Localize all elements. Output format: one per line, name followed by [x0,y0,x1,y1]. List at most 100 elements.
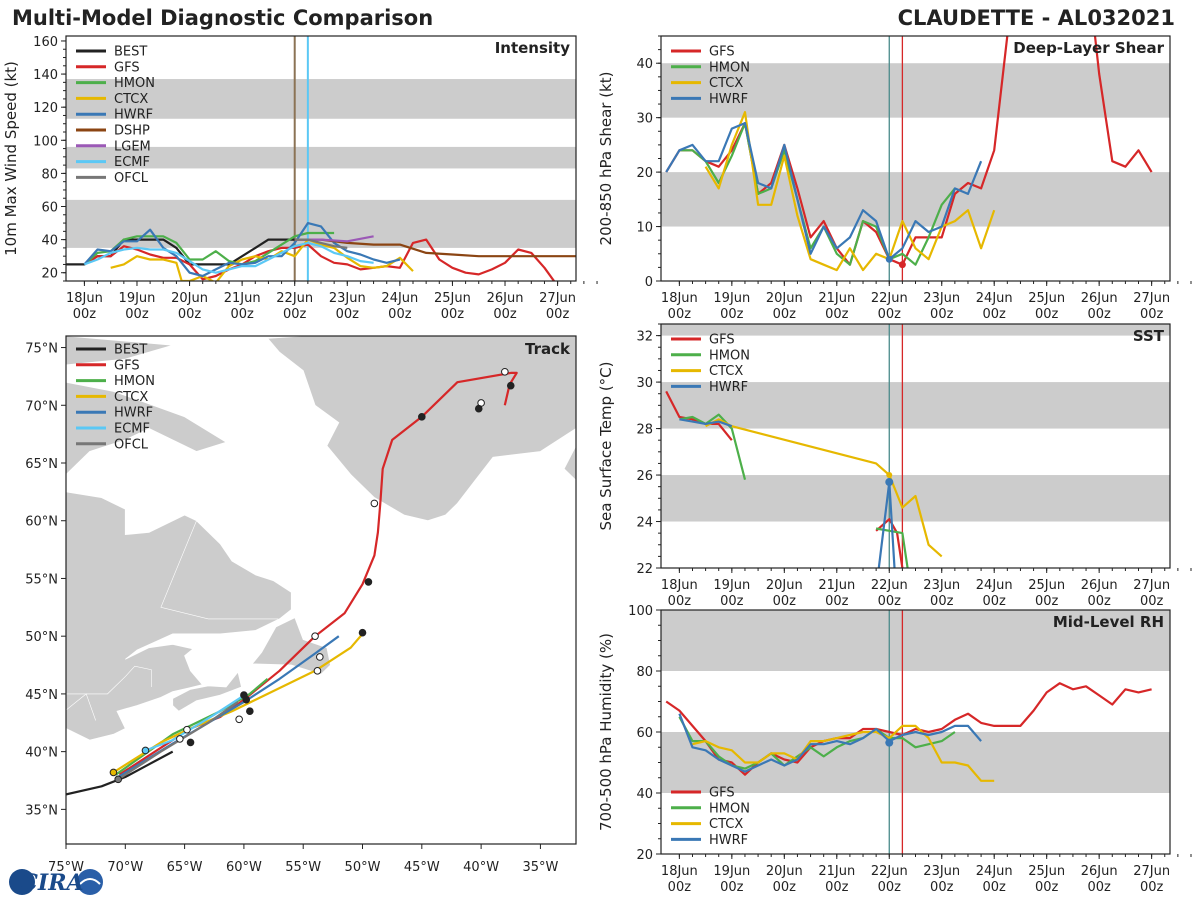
x-tick-label: 00z [983,307,1007,322]
x-tick-label: 00z [336,307,360,322]
x-tick-label: 25Jun [1028,291,1065,306]
x-tick-label: 26Jun [487,291,524,306]
y-axis-label: 700-500 hPa Humidity (%) [597,633,615,831]
x-tick-label: 26Jun [1081,864,1118,879]
legend-label: HMON [709,801,750,816]
track-marker [506,381,515,390]
lat-tick-label: 55°N [25,572,58,587]
shading-band [661,610,1170,671]
cira-logo: CIRA [6,866,106,898]
track-marker [313,667,322,675]
x-tick-label: 00z [1087,594,1111,609]
x-tick-label: 23Jun [923,864,960,879]
marker-point [885,255,893,263]
x-tick-label: 18Jun [661,578,698,593]
x-tick-label: 25Jun [1028,864,1065,879]
track-marker [316,653,324,661]
lon-tick-label: 60°W [226,860,262,875]
y-tick-label: 30 [636,112,653,127]
legend-label: OFCL [114,437,149,452]
x-tick-label: 27Jun [539,291,576,306]
x-tick-label: 21Jun [818,578,855,593]
x-tick-label: 27Jun [1133,578,1170,593]
legend-label: CTCX [114,390,148,405]
lat-tick-label: 50°N [25,630,58,645]
x-tick-label: 00z [1035,594,1059,609]
x-tick-label: 00z [720,880,744,895]
track-marker [183,725,191,734]
track-marker [370,499,379,508]
legend-label: BEST [114,45,147,60]
lon-tick-label: 50°W [345,860,381,875]
track-marker [176,735,184,743]
lon-tick-label: 70°W [107,860,143,875]
y-tick-label: 0 [645,275,653,290]
x-tick-label: 00z [930,880,954,895]
x-tick-label: 27Jun [1133,864,1170,879]
series-line-hmon [678,716,956,770]
land-shape [266,336,576,522]
x-tick-label: 00z [825,594,849,609]
cira-logo-text: CIRA [20,870,83,896]
x-tick-label: 19Jun [713,578,750,593]
lon-tick-label: 35°W [522,860,558,875]
legend-label: DSHP [114,124,150,139]
plot-frame [65,335,577,845]
lat-tick-label: 70°N [25,399,58,414]
track-marker [114,775,122,784]
boundary-line [66,665,152,695]
legend-label: GFS [709,333,735,348]
track-marker [418,413,426,421]
lon-tick-label: 65°W [167,860,203,875]
x-tick-label: 00z [1035,880,1059,895]
series-line-gfs [875,518,904,568]
legend-label: HMON [114,374,155,389]
x-tick-label: 27Jun [1133,291,1170,306]
series-line-hwrf [678,713,982,773]
series-line-ctcx [692,724,995,782]
y-tick-label: 100 [628,604,653,619]
shading-band [661,732,1170,793]
series-group [665,36,1153,272]
x-tick-label: 00z [388,307,412,322]
series-group [665,682,1152,782]
x-tick-label: 24Jun [976,291,1013,306]
x-tick-label: 23Jun [329,291,366,306]
x-tick-label: 22Jun [871,864,908,879]
legend-label: GFS [114,60,140,75]
panel-title: Deep-Layer Shear [1013,39,1164,57]
legend-label: GFS [114,358,140,373]
y-tick-label: 80 [41,167,58,182]
track-line-ofcl [117,701,239,781]
chart-sst: 22242628303218Jun00z19Jun00z20Jun00z21Ju… [597,323,1192,609]
series-line-ctcx [704,111,996,272]
x-tick-label: 23Jun [923,291,960,306]
y-axis-label: 10m Max Wind Speed (kt) [2,61,20,256]
track-marker [246,707,254,716]
y-tick-label: 120 [33,101,58,116]
land-shape [172,671,242,712]
x-tick-label: 00z [983,594,1007,609]
track-marker [501,367,509,376]
track-marker [364,578,373,586]
series-line-hmon [83,231,335,266]
x-tick-label: 19Jun [713,864,750,879]
x-tick-label: 26Jun [1081,578,1118,593]
series-line-ofcl [294,238,348,249]
lon-tick-label: 55°W [285,860,321,875]
boundary-line [66,693,96,721]
track-line-ecmf [145,692,247,752]
figure-title: Multi-Model Diagnostic Comparison [12,6,433,30]
chart-shear: 01020304018Jun00z19Jun00z20Jun00z21Jun00… [597,35,1192,322]
x-tick-label: 00z [1140,594,1164,609]
lon-tick-label: 75°W [48,860,84,875]
y-tick-label: 10 [636,221,653,236]
panel-title: Mid-Level RH [1053,613,1164,631]
x-tick-label: 00z [1140,307,1164,322]
x-tick-label: 23Jun [923,578,960,593]
x-tick-label: 00z [230,307,254,322]
legend-label: HWRF [709,92,748,107]
panel-title: Intensity [495,39,571,57]
track-marker [474,404,483,413]
series-group [66,222,576,281]
